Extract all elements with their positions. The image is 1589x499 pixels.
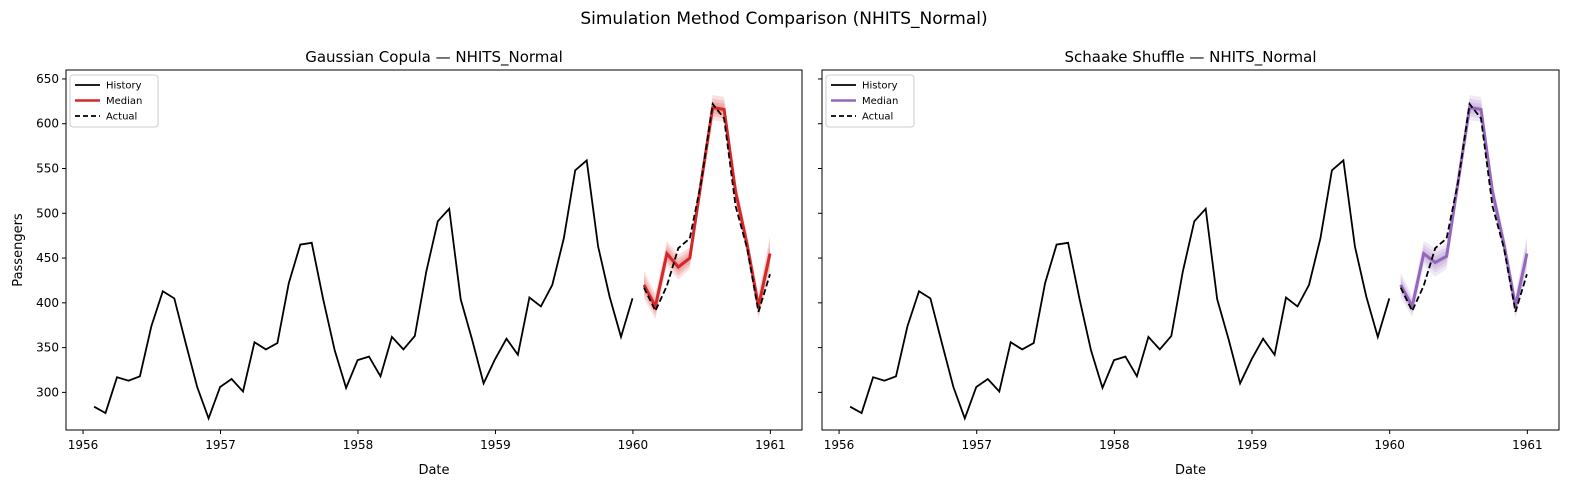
y-tick-label: 400: [36, 296, 59, 310]
legend-label: History: [862, 81, 898, 92]
y-tick-label: 500: [36, 206, 59, 220]
history-line: [94, 160, 632, 418]
legend-label: Actual: [862, 112, 893, 123]
x-tick-label: 1959: [480, 438, 511, 452]
y-tick-label: 650: [36, 72, 59, 86]
figure-title: Simulation Method Comparison (NHITS_Norm…: [580, 9, 987, 29]
x-tick-label: 1959: [1237, 438, 1268, 452]
subplot-1: Gaussian Copula — NHITS_Normal 1956 1957 19…: [11, 48, 802, 478]
y-tick-label: 550: [36, 162, 59, 176]
x-tick-label: 1960: [1374, 438, 1405, 452]
x-tick-label: 1957: [961, 438, 992, 452]
subplot-2: Schaake Shuffle — NHITS_Normal 1956 1957 19…: [818, 48, 1559, 478]
subplot-title: Schaake Shuffle — NHITS_Normal: [1065, 48, 1317, 67]
x-tick-label: 1960: [618, 438, 649, 452]
forecast-band: [644, 95, 770, 319]
x-tick-label: 1958: [1099, 438, 1130, 452]
y-tick-label: 600: [36, 117, 59, 131]
subplot-title: Gaussian Copula — NHITS_Normal: [305, 48, 563, 67]
x-tick-label: 1957: [205, 438, 236, 452]
legend-label: Median: [862, 96, 898, 107]
x-axis-label: Date: [1175, 463, 1206, 478]
legend-label: Median: [106, 96, 142, 107]
legend-label: History: [106, 81, 142, 92]
legend-label: Actual: [106, 112, 137, 123]
y-tick-label: 450: [36, 251, 59, 265]
x-tick-label: 1961: [755, 438, 786, 452]
x-tick-label: 1958: [343, 438, 374, 452]
history-line: [850, 160, 1389, 418]
x-tick-label: 1956: [68, 438, 99, 452]
y-tick-label: 350: [36, 341, 59, 355]
y-tick-label: 300: [36, 385, 59, 399]
legend: History Median Actual: [70, 75, 158, 127]
x-tick-label: 1956: [824, 438, 855, 452]
legend: History Median Actual: [826, 75, 914, 127]
x-axis-label: Date: [418, 463, 449, 478]
y-axis-label: Passengers: [11, 213, 26, 287]
x-tick-label: 1961: [1512, 438, 1543, 452]
forecast-band: [1401, 95, 1527, 319]
